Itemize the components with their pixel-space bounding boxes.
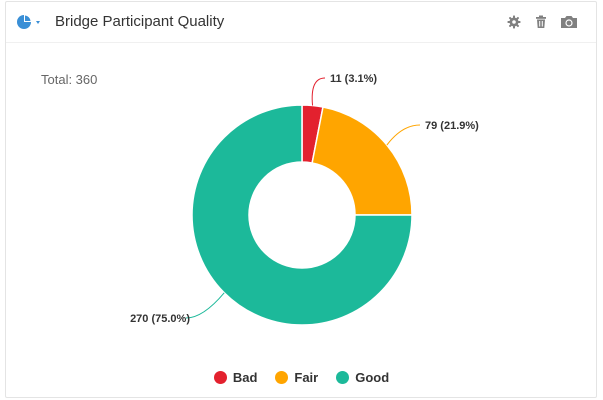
delete-button[interactable] xyxy=(532,13,550,31)
panel-header: Bridge Participant Quality xyxy=(6,2,596,43)
legend-item-fair[interactable]: Fair xyxy=(275,370,318,385)
slice-good[interactable] xyxy=(191,104,413,326)
snapshot-button[interactable] xyxy=(559,13,579,31)
chevron-down-icon xyxy=(36,21,40,24)
connector-good xyxy=(185,292,225,319)
pie-chart-icon xyxy=(17,14,40,29)
legend-label: Fair xyxy=(294,370,319,385)
data-label-good: 270 (75.0%) xyxy=(130,313,190,325)
settings-button[interactable] xyxy=(505,13,523,31)
legend-item-bad[interactable]: Bad xyxy=(213,370,258,385)
legend-item-good[interactable]: Good xyxy=(336,370,389,385)
connector-bad xyxy=(311,77,326,106)
data-label-fair: 79 (21.9%) xyxy=(425,120,479,132)
chart-panel: Bridge Participant Quality xyxy=(5,1,597,398)
legend-label: Bad xyxy=(232,370,258,385)
connector-fair xyxy=(386,124,421,146)
panel-title: Bridge Participant Quality xyxy=(55,13,225,30)
chart-menu-button[interactable] xyxy=(14,12,44,32)
gear-icon xyxy=(507,15,521,29)
legend-label: Good xyxy=(355,370,390,385)
slice-fair[interactable] xyxy=(311,106,413,216)
data-label-bad: 11 (3.1%) xyxy=(330,73,377,85)
legend-marker xyxy=(275,371,289,384)
chart-legend: Bad Fair Good xyxy=(0,370,603,385)
camera-icon xyxy=(561,16,577,28)
legend-marker xyxy=(336,371,350,384)
total-count: Total: 360 xyxy=(41,72,98,87)
legend-marker xyxy=(213,371,227,384)
trash-icon xyxy=(536,15,546,28)
